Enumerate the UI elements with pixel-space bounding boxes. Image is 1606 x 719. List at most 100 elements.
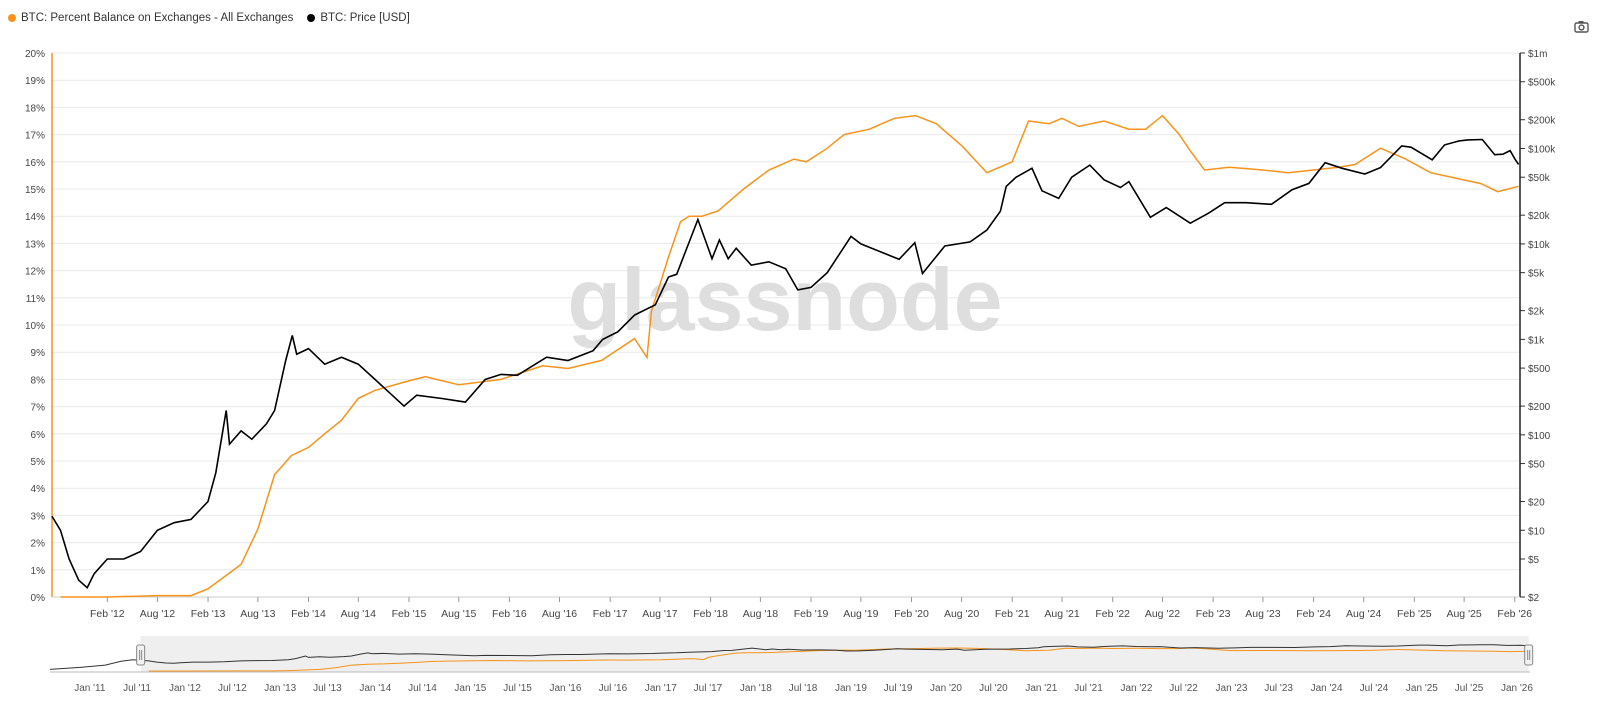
- y-right-tick-label: $50: [1528, 460, 1545, 471]
- y-right-tick-label: $20k: [1528, 211, 1551, 222]
- y-left-tick-label: 13%: [25, 239, 45, 250]
- y-left-tick-label: 2%: [31, 539, 46, 550]
- x-tick-label: Feb '12: [90, 608, 125, 620]
- y-right-tick-label: $2: [1528, 593, 1540, 604]
- x-tick-label: Aug '15: [441, 608, 476, 620]
- x-tick-label: Aug '18: [743, 608, 778, 620]
- navigator-tick-label: Jul '23: [1264, 683, 1293, 694]
- x-tick-label: Feb '21: [995, 608, 1030, 620]
- y-left-tick-label: 3%: [31, 511, 46, 522]
- x-tick-label: Aug '25: [1446, 608, 1481, 620]
- navigator-tick-label: Jan '16: [550, 683, 582, 694]
- price-series-line: [51, 138, 1520, 589]
- navigator-handle-left: [136, 644, 146, 666]
- navigator-axis: Jan '11 Jul '11 Jan '12 Jul '12 Jan '13 Jul '…: [74, 683, 1533, 694]
- x-tick-label: Aug '14: [341, 608, 376, 620]
- navigator-tick-label: Jul '12: [218, 683, 247, 694]
- screenshot-button[interactable]: [1571, 18, 1593, 36]
- navigator-tick-label: Jul '18: [789, 683, 818, 694]
- y-left-tick-label: 15%: [25, 185, 45, 196]
- navigator-tick-label: Jul '19: [884, 683, 913, 694]
- x-tick-label: Aug '20: [944, 608, 979, 620]
- y-right-tick-label: $100k: [1528, 144, 1556, 155]
- navigator-tick-label: Jan '13: [264, 683, 296, 694]
- navigator-tick-label: Jan '23: [1216, 683, 1248, 694]
- navigator-tick-label: Jan '22: [1120, 683, 1152, 694]
- price-series-dot: [307, 14, 316, 22]
- y-left-tick-label: 9%: [31, 348, 46, 359]
- navigator-tick-label: Jan '11: [74, 683, 106, 694]
- navigator-tick-label: Jul '24: [1360, 683, 1389, 694]
- y-left-tick-label: 16%: [25, 158, 45, 169]
- x-tick-label: Aug '24: [1346, 608, 1381, 620]
- legend-item-balance[interactable]: BTC: Percent Balance on Exchanges - All …: [8, 12, 293, 24]
- x-tick-label: Feb '14: [291, 608, 326, 620]
- y-left-tick-label: 18%: [25, 103, 45, 114]
- x-tick-label: Aug '21: [1044, 608, 1079, 620]
- x-tick-label: Feb '15: [392, 608, 427, 620]
- x-tick-label: Feb '22: [1095, 608, 1130, 620]
- y-left-tick-label: 10%: [25, 321, 45, 332]
- y-left-tick-label: 7%: [31, 403, 46, 414]
- y-axis-right: $2 $5 $10 $20 $50 $100 $200 $500 $1k $2k $5k $10k $2…: [1519, 49, 1556, 604]
- y-right-tick-label: $5k: [1528, 269, 1545, 280]
- navigator-tick-label: Jul '16: [599, 683, 628, 694]
- y-right-tick-label: $200: [1528, 402, 1551, 413]
- navigator-tick-label: Jul '22: [1169, 683, 1198, 694]
- navigator-tick-label: Jan '15: [454, 683, 486, 694]
- y-left-tick-label: 5%: [31, 457, 46, 468]
- navigator-tick-label: Jul '13: [313, 683, 342, 694]
- x-tick-label: Feb '25: [1397, 608, 1432, 620]
- x-tick-label: Aug '19: [843, 608, 878, 620]
- y-left-tick-label: 12%: [25, 267, 45, 278]
- x-axis: Feb '12 Aug '12 Feb '13 Aug '13 Feb '14 Aug '…: [52, 596, 1532, 620]
- y-right-tick-label: $20: [1528, 498, 1545, 509]
- x-tick-label: Feb '13: [191, 608, 226, 620]
- y-left-tick-label: 0%: [31, 593, 46, 604]
- x-tick-label: Aug '23: [1245, 608, 1280, 620]
- legend-label-price: BTC: Price [USD]: [320, 12, 410, 24]
- y-left-tick-label: 8%: [31, 375, 46, 386]
- navigator-tick-label: Jul '15: [503, 683, 532, 694]
- navigator-tick-label: Jan '21: [1025, 683, 1057, 694]
- navigator-price-line: [49, 644, 1529, 670]
- x-tick-label: Aug '12: [140, 608, 175, 620]
- navigator-tick-label: Jul '11: [123, 683, 151, 694]
- navigator-balance-line: [148, 647, 1529, 672]
- navigator-tick-label: Jan '26: [1501, 683, 1533, 694]
- x-tick-label: Aug '22: [1145, 608, 1180, 620]
- navigator-tick-label: Jan '24: [1311, 683, 1343, 694]
- y-right-tick-label: $100: [1528, 431, 1551, 442]
- y-right-tick-label: $10: [1528, 526, 1545, 537]
- y-left-tick-label: 17%: [25, 131, 45, 142]
- y-right-tick-label: $200k: [1528, 116, 1556, 127]
- navigator-tick-label: Jul '21: [1074, 683, 1103, 694]
- navigator-tick-label: Jul '25: [1455, 683, 1484, 694]
- navigator-selection: [140, 636, 1529, 672]
- navigator-tick-label: Jul '14: [408, 683, 437, 694]
- x-tick-label: Aug '13: [240, 608, 275, 620]
- y-left-tick-label: 4%: [31, 484, 46, 495]
- navigator-tick-label: Jan '25: [1406, 683, 1438, 694]
- camera-icon: [1574, 21, 1589, 33]
- legend-label-balance: BTC: Percent Balance on Exchanges - All …: [21, 12, 294, 24]
- navigator-tick-label: Jul '20: [979, 683, 1008, 694]
- navigator-tick-label: Jan '12: [169, 683, 201, 694]
- y-left-tick-label: 20%: [25, 49, 45, 60]
- navigator-tick-label: Jul '17: [694, 683, 723, 694]
- y-right-tick-label: $500k: [1528, 78, 1556, 89]
- x-tick-label: Feb '24: [1296, 608, 1331, 620]
- y-left-tick-label: 19%: [25, 76, 45, 87]
- y-right-tick-label: $50k: [1528, 173, 1551, 184]
- watermark: glassnode: [567, 250, 1002, 349]
- range-navigator[interactable]: [49, 636, 1534, 673]
- x-tick-label: Feb '20: [894, 608, 929, 620]
- legend-item-price[interactable]: BTC: Price [USD]: [307, 12, 410, 24]
- navigator-tick-label: Jan '14: [359, 683, 391, 694]
- chart-grid: [52, 52, 1520, 598]
- navigator-handle-right: [1524, 644, 1534, 666]
- y-right-tick-label: $1k: [1528, 335, 1545, 346]
- navigator-tick-label: Jan '17: [645, 683, 677, 694]
- navigator-tick-label: Jan '18: [740, 683, 772, 694]
- y-right-tick-label: $10k: [1528, 240, 1551, 251]
